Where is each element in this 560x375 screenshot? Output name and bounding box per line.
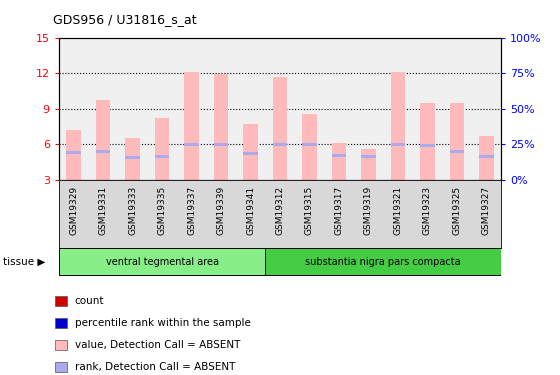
Bar — [213, 74, 228, 180]
Text: GSM19331: GSM19331 — [99, 185, 108, 235]
Bar — [450, 103, 464, 180]
Bar — [66, 130, 81, 180]
Text: GSM19319: GSM19319 — [364, 185, 373, 235]
Text: GSM19329: GSM19329 — [69, 185, 78, 234]
Bar — [273, 77, 287, 180]
Bar — [96, 150, 110, 153]
Bar — [243, 124, 258, 180]
Bar — [479, 155, 494, 158]
FancyBboxPatch shape — [55, 318, 67, 328]
Bar — [184, 72, 199, 180]
Bar — [155, 155, 169, 158]
Text: percentile rank within the sample: percentile rank within the sample — [75, 318, 251, 328]
Bar — [390, 72, 405, 180]
Bar — [155, 118, 169, 180]
Text: value, Detection Call = ABSENT: value, Detection Call = ABSENT — [75, 340, 240, 350]
Bar — [66, 151, 81, 154]
Text: count: count — [75, 296, 104, 306]
Bar — [96, 100, 110, 180]
Bar — [361, 155, 376, 158]
Text: GSM19325: GSM19325 — [452, 185, 461, 234]
Text: substantia nigra pars compacta: substantia nigra pars compacta — [305, 256, 461, 267]
Bar — [420, 103, 435, 180]
Text: tissue ▶: tissue ▶ — [3, 256, 45, 267]
Text: GSM19312: GSM19312 — [276, 185, 284, 234]
Text: GSM19315: GSM19315 — [305, 185, 314, 235]
Bar — [332, 143, 346, 180]
Bar — [184, 143, 199, 146]
Bar — [390, 143, 405, 146]
FancyBboxPatch shape — [55, 340, 67, 350]
Bar — [125, 156, 140, 159]
Text: GSM19317: GSM19317 — [334, 185, 343, 235]
Bar — [125, 138, 140, 180]
Bar — [420, 144, 435, 147]
Bar — [273, 143, 287, 146]
Text: rank, Detection Call = ABSENT: rank, Detection Call = ABSENT — [75, 362, 235, 372]
Bar — [361, 149, 376, 180]
FancyBboxPatch shape — [55, 296, 67, 306]
Bar — [243, 152, 258, 155]
Text: GSM19321: GSM19321 — [394, 185, 403, 234]
Bar — [213, 143, 228, 146]
Text: ventral tegmental area: ventral tegmental area — [105, 256, 218, 267]
Text: GSM19335: GSM19335 — [157, 185, 166, 235]
Bar — [479, 136, 494, 180]
Text: GSM19323: GSM19323 — [423, 185, 432, 234]
Text: GSM19333: GSM19333 — [128, 185, 137, 235]
Text: GSM19339: GSM19339 — [217, 185, 226, 235]
Text: GSM19327: GSM19327 — [482, 185, 491, 234]
Bar — [302, 114, 317, 180]
Bar — [332, 154, 346, 156]
Text: GSM19341: GSM19341 — [246, 185, 255, 234]
Text: GDS956 / U31816_s_at: GDS956 / U31816_s_at — [53, 13, 197, 26]
FancyBboxPatch shape — [59, 248, 265, 275]
Bar — [450, 150, 464, 153]
FancyBboxPatch shape — [265, 248, 501, 275]
Bar — [302, 143, 317, 146]
Text: GSM19337: GSM19337 — [187, 185, 196, 235]
FancyBboxPatch shape — [55, 362, 67, 372]
